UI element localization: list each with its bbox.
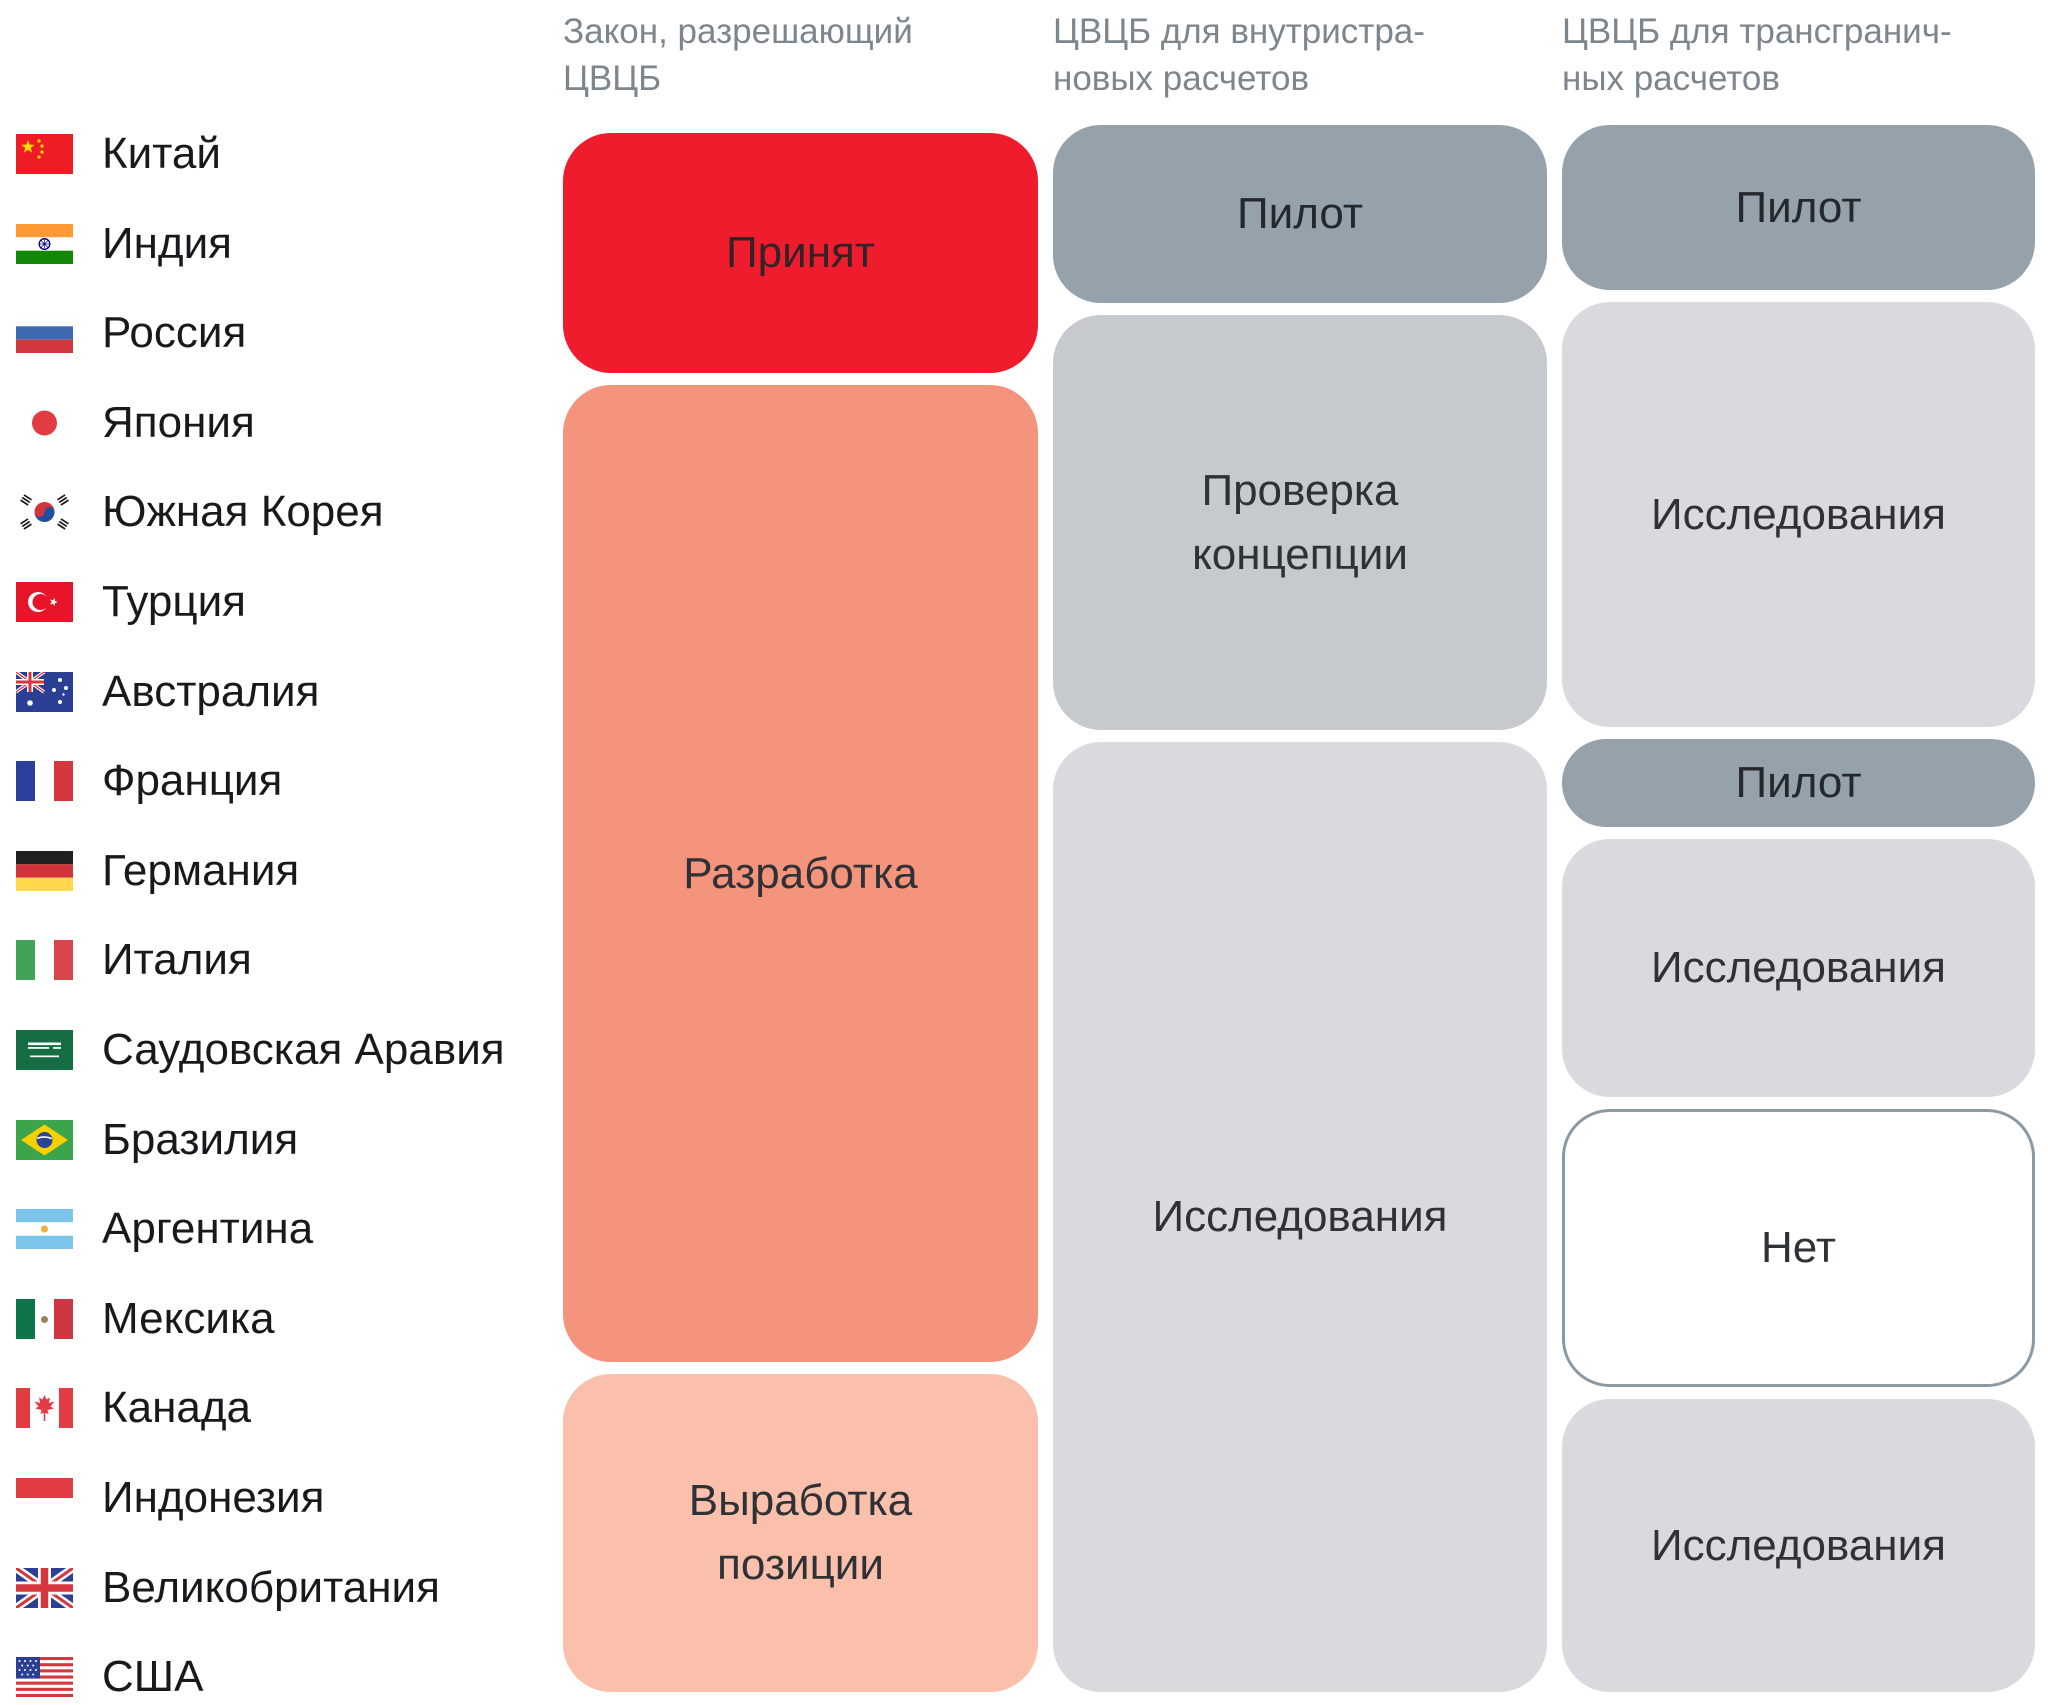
japan-flag-icon bbox=[16, 402, 73, 443]
country-row: Россия bbox=[16, 308, 246, 357]
country-label: Австралия bbox=[102, 666, 320, 716]
status-block-research: Исследования bbox=[1562, 302, 2035, 727]
country-row: Япония bbox=[16, 398, 255, 447]
indonesia-flag-icon bbox=[16, 1478, 73, 1518]
status-block-development: Разработка bbox=[563, 385, 1038, 1362]
column-header-law-line2: ЦВЦБ bbox=[563, 59, 662, 98]
country-row: Саудовская Аравия bbox=[16, 1025, 505, 1074]
country-label: Италия bbox=[102, 935, 252, 985]
status-block-label: Исследования bbox=[1650, 1520, 1946, 1570]
column-header-law-line1: Закон, разрешающий bbox=[563, 12, 913, 51]
status-block-label: Пилот bbox=[1735, 182, 1862, 232]
country-label: Мексика bbox=[102, 1293, 275, 1343]
status-block-label: Разработка bbox=[683, 848, 918, 898]
status-block-label: Выработка позиции bbox=[688, 1476, 913, 1589]
country-label: Индонезия bbox=[102, 1473, 325, 1522]
country-label: Бразилия bbox=[102, 1114, 299, 1164]
country-label: Южная Корея bbox=[102, 487, 384, 537]
country-row: США bbox=[16, 1652, 203, 1701]
country-label: Япония bbox=[102, 397, 255, 447]
status-block-label: Исследования bbox=[1650, 943, 1946, 993]
germany-flag-icon bbox=[16, 850, 73, 891]
country-label: Франция bbox=[102, 756, 283, 806]
india-flag-icon bbox=[16, 223, 73, 264]
country-row: Великобритания bbox=[16, 1563, 440, 1612]
country-label: Аргентина bbox=[102, 1204, 314, 1254]
country-row: Австралия bbox=[16, 667, 319, 716]
status-block-label: Пилот bbox=[1236, 189, 1364, 239]
column-header-domestic-line2: новых расчетов bbox=[1053, 59, 1310, 98]
status-block-position: Выработка позиции bbox=[563, 1374, 1038, 1692]
country-row: Индия bbox=[16, 219, 232, 268]
south-korea-flag-icon bbox=[16, 492, 73, 533]
mexico-flag-icon bbox=[16, 1298, 73, 1339]
country-row: Италия bbox=[16, 935, 252, 984]
australia-flag-icon bbox=[16, 671, 73, 712]
status-block-pilot: Пилот bbox=[1562, 125, 2035, 290]
country-row: Аргентина bbox=[16, 1204, 313, 1253]
saudi-arabia-flag-icon bbox=[16, 1030, 73, 1070]
status-block-label: Исследования bbox=[1152, 1192, 1448, 1242]
status-block-label: Пилот bbox=[1735, 758, 1862, 808]
country-label: Канада bbox=[102, 1383, 252, 1433]
status-block-pilot: Пилот bbox=[1053, 125, 1547, 303]
russia-flag-icon bbox=[16, 313, 73, 354]
country-label: США bbox=[102, 1652, 204, 1702]
usa-flag-icon bbox=[16, 1657, 73, 1698]
column-header-domestic: ЦВЦБ для внутристра- новых расчетов bbox=[1053, 8, 1425, 102]
country-row: Канада bbox=[16, 1383, 251, 1432]
status-block-poc: Проверка концепции bbox=[1053, 315, 1547, 730]
country-label: Великобритания bbox=[102, 1562, 440, 1612]
country-label: Саудовская Аравия bbox=[102, 1025, 505, 1074]
china-flag-icon bbox=[16, 134, 73, 174]
column-header-law: Закон, разрешающий ЦВЦБ bbox=[563, 8, 913, 102]
country-row: Китай bbox=[16, 129, 221, 178]
status-block-label: Исследования bbox=[1650, 489, 1946, 539]
country-row: Франция bbox=[16, 756, 282, 805]
status-block-label: Принят bbox=[726, 228, 875, 278]
france-flag-icon bbox=[16, 761, 73, 802]
country-label: Россия bbox=[102, 308, 247, 358]
country-label: Китай bbox=[102, 129, 221, 178]
column-header-crossborder-line1: ЦВЦБ для трансгранич- bbox=[1562, 12, 1952, 51]
status-block-research: Исследования bbox=[1562, 839, 2035, 1097]
status-block-research: Исследования bbox=[1562, 1399, 2035, 1692]
turkey-flag-icon bbox=[16, 582, 73, 622]
status-block-label: Проверка концепции bbox=[1192, 465, 1408, 579]
uk-flag-icon bbox=[16, 1567, 73, 1608]
status-block-none: Нет bbox=[1562, 1109, 2035, 1387]
column-header-crossborder-line2: ных расчетов bbox=[1562, 59, 1780, 98]
status-block-label: Нет bbox=[1761, 1223, 1836, 1273]
italy-flag-icon bbox=[16, 940, 73, 981]
country-label: Германия bbox=[102, 845, 300, 895]
country-row: Германия bbox=[16, 846, 299, 895]
country-row: Индонезия bbox=[16, 1473, 324, 1522]
country-label: Индия bbox=[102, 218, 233, 268]
country-row: Мексика bbox=[16, 1294, 275, 1343]
brazil-flag-icon bbox=[16, 1119, 73, 1160]
status-block-research: Исследования bbox=[1053, 742, 1547, 1692]
country-label: Турция bbox=[102, 577, 246, 626]
status-block-adopted: Принят bbox=[563, 133, 1038, 373]
argentina-flag-icon bbox=[16, 1209, 73, 1250]
country-row: Бразилия bbox=[16, 1115, 298, 1164]
column-header-domestic-line1: ЦВЦБ для внутристра- bbox=[1053, 12, 1425, 51]
column-header-crossborder: ЦВЦБ для трансгранич- ных расчетов bbox=[1562, 8, 1952, 102]
canada-flag-icon bbox=[16, 1388, 73, 1429]
country-row: Южная Корея bbox=[16, 487, 384, 536]
status-block-pilot: Пилот bbox=[1562, 739, 2035, 827]
country-row: Турция bbox=[16, 577, 246, 626]
